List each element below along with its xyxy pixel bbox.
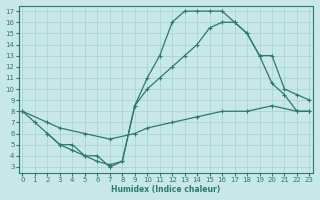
X-axis label: Humidex (Indice chaleur): Humidex (Indice chaleur) [111,185,220,194]
